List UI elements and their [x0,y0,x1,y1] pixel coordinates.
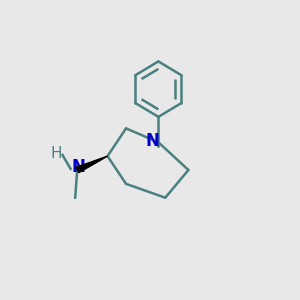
Text: N: N [146,132,160,150]
Text: H: H [51,146,62,161]
Text: N: N [72,158,86,175]
Polygon shape [76,156,108,173]
